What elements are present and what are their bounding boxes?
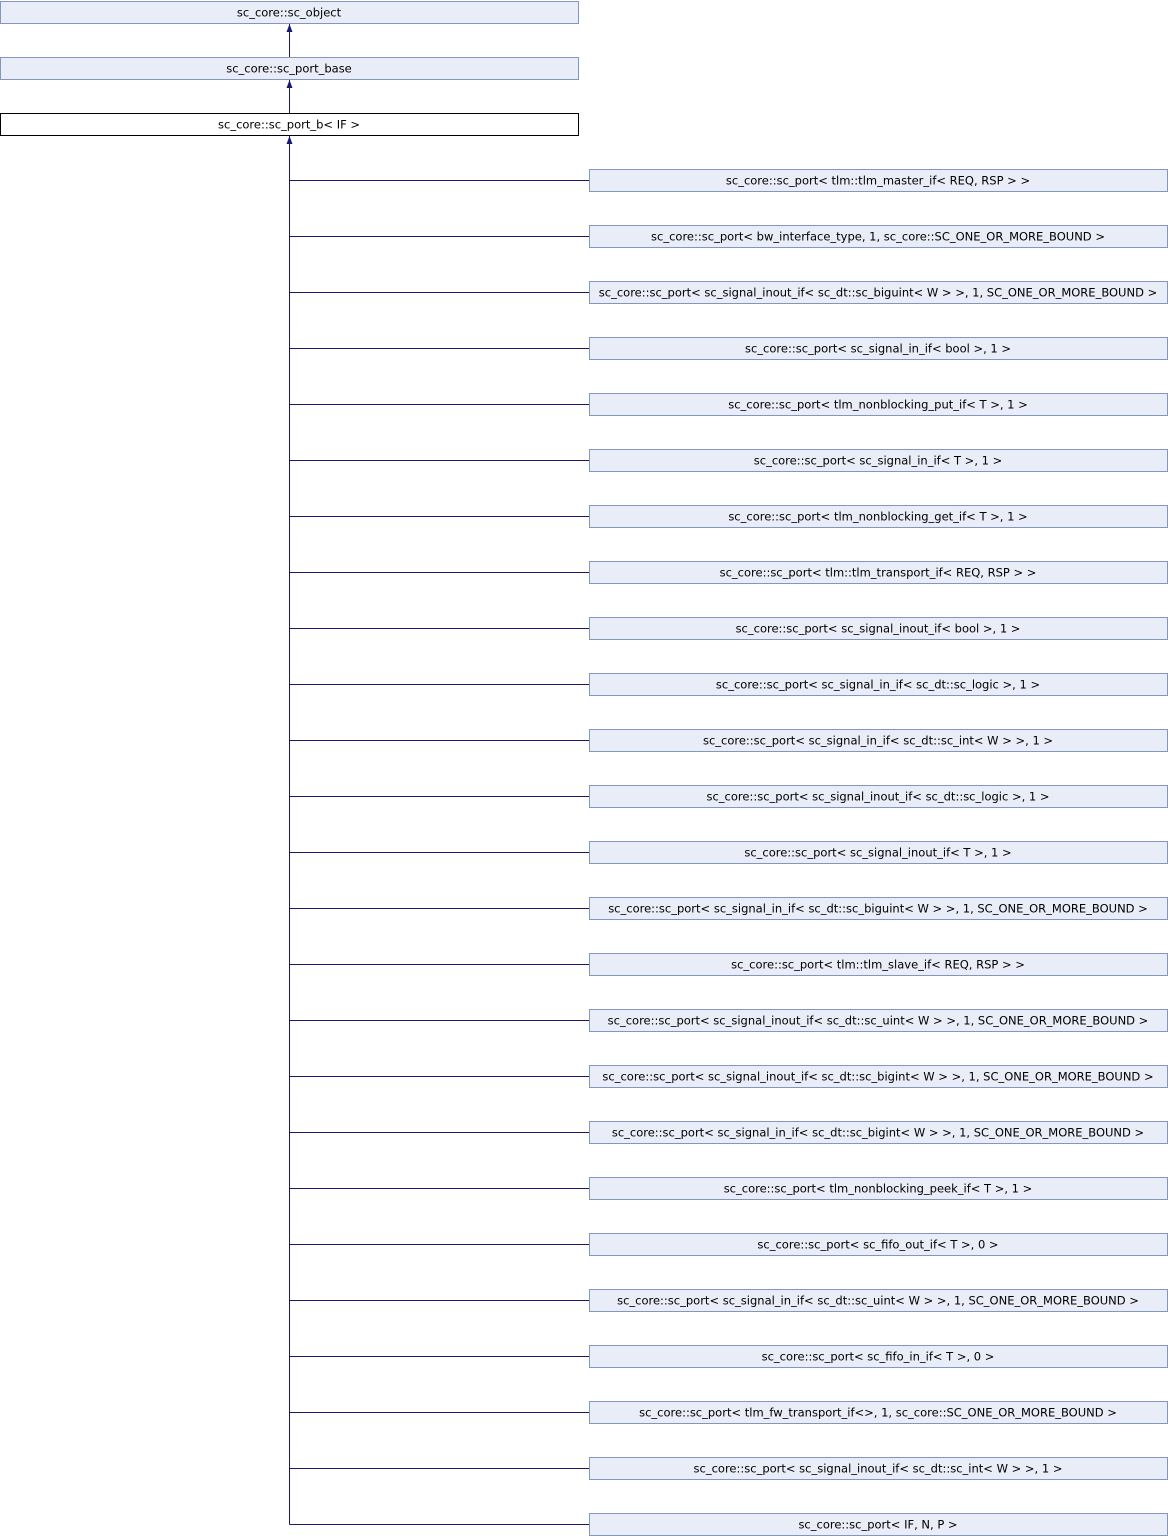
arrow-head bbox=[286, 24, 293, 32]
class-label[interactable]: sc_core::sc_port< sc_signal_in_if< sc_dt… bbox=[617, 1294, 1139, 1308]
class-label[interactable]: sc_core::sc_port< tlm_nonblocking_peek_i… bbox=[724, 1182, 1033, 1196]
class-label[interactable]: sc_core::sc_port< sc_fifo_in_if< T >, 0 … bbox=[762, 1350, 995, 1364]
class-label[interactable]: sc_core::sc_port< sc_signal_inout_if< sc… bbox=[599, 286, 1157, 300]
class-label[interactable]: sc_core::sc_port< sc_signal_inout_if< sc… bbox=[694, 1462, 1063, 1476]
class-label[interactable]: sc_core::sc_port< sc_signal_in_if< sc_dt… bbox=[608, 902, 1148, 916]
class-label[interactable]: sc_core::sc_port_base bbox=[226, 62, 352, 76]
class-label[interactable]: sc_core::sc_port< tlm::tlm_slave_if< REQ… bbox=[731, 958, 1025, 972]
class-label[interactable]: sc_core::sc_port< sc_signal_inout_if< sc… bbox=[602, 1070, 1153, 1084]
class-label[interactable]: sc_core::sc_port< tlm_nonblocking_put_if… bbox=[728, 398, 1028, 412]
class-label[interactable]: sc_core::sc_port< tlm::tlm_transport_if<… bbox=[720, 566, 1037, 580]
class-box[interactable] bbox=[0, 113, 579, 136]
class-label[interactable]: sc_core::sc_port< sc_signal_in_if< bool … bbox=[745, 342, 1011, 356]
class-label[interactable]: sc_core::sc_port< sc_signal_inout_if< bo… bbox=[736, 622, 1021, 636]
class-label[interactable]: sc_core::sc_port< sc_signal_in_if< T >, … bbox=[754, 454, 1003, 468]
class-label[interactable]: sc_core::sc_port< sc_signal_inout_if< T … bbox=[744, 846, 1011, 860]
class-box[interactable] bbox=[0, 1, 579, 24]
class-label[interactable]: sc_core::sc_port< sc_signal_inout_if< sc… bbox=[608, 1014, 1149, 1028]
class-label[interactable]: sc_core::sc_port< bw_interface_type, 1, … bbox=[651, 230, 1105, 244]
class-label[interactable]: sc_core::sc_object bbox=[237, 6, 342, 20]
class-box[interactable] bbox=[0, 57, 579, 80]
class-label[interactable]: sc_core::sc_port< sc_signal_in_if< sc_dt… bbox=[716, 678, 1040, 692]
arrow-head bbox=[286, 80, 293, 88]
class-label[interactable]: sc_core::sc_port_b< IF > bbox=[218, 118, 360, 132]
class-label[interactable]: sc_core::sc_port< sc_signal_inout_if< sc… bbox=[706, 790, 1049, 804]
class-label[interactable]: sc_core::sc_port< sc_fifo_out_if< T >, 0… bbox=[757, 1238, 998, 1252]
class-label[interactable]: sc_core::sc_port< IF, N, P > bbox=[798, 1518, 957, 1532]
class-label[interactable]: sc_core::sc_port< tlm_nonblocking_get_if… bbox=[728, 510, 1027, 524]
class-label[interactable]: sc_core::sc_port< tlm::tlm_master_if< RE… bbox=[726, 174, 1030, 188]
arrow-head bbox=[286, 136, 293, 144]
class-label[interactable]: sc_core::sc_port< tlm_fw_transport_if<>,… bbox=[639, 1406, 1117, 1420]
class-label[interactable]: sc_core::sc_port< sc_signal_in_if< sc_dt… bbox=[703, 734, 1053, 748]
class-label[interactable]: sc_core::sc_port< sc_signal_in_if< sc_dt… bbox=[612, 1126, 1144, 1140]
